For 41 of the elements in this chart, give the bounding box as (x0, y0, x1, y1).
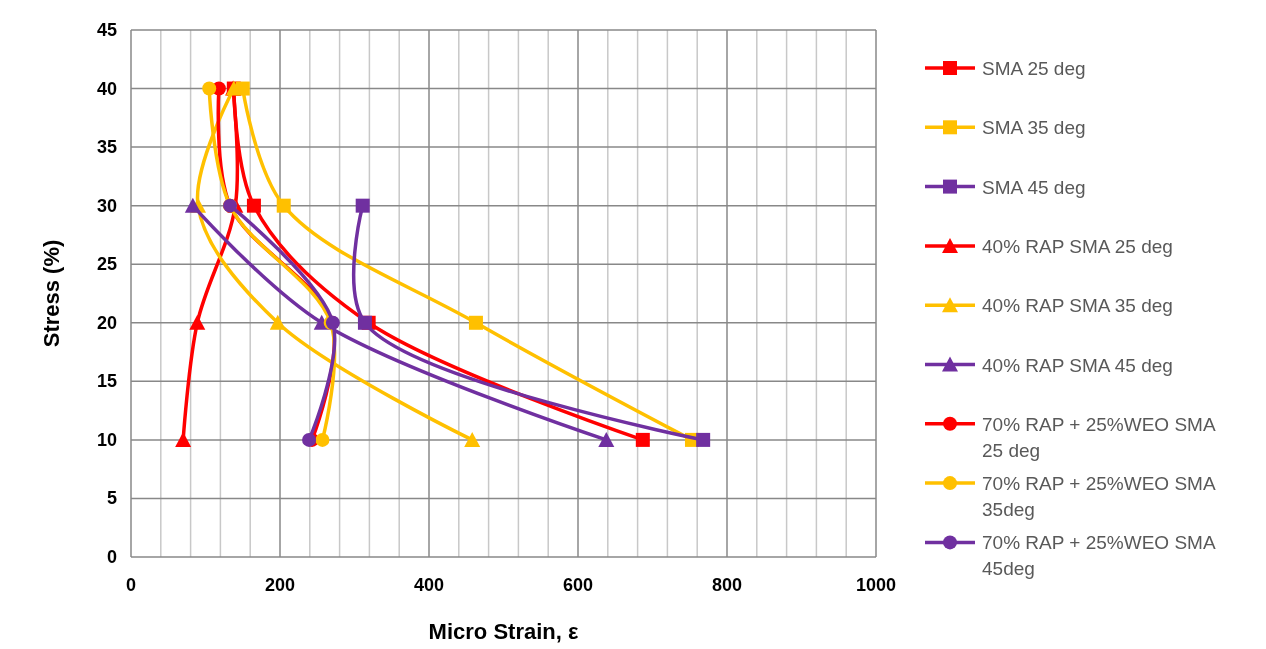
point (464, 431, 481, 447)
x-tick-label: 1000 (855, 575, 897, 595)
point (355, 198, 370, 213)
x-tick-label: 600 (562, 575, 594, 595)
y-tick-label: 5 (106, 488, 117, 509)
point (202, 81, 217, 96)
legend-label: 70% RAP + 25%WEO SMA 45deg (982, 532, 1216, 580)
y-axis-title: Stress (%) (39, 239, 64, 348)
y-tick-label: 35 (96, 137, 117, 158)
legend-label: SMA 25 deg (982, 58, 1086, 79)
legend-label: 40% RAP SMA 25 deg (982, 235, 1173, 257)
y-tick-label: 10 (96, 429, 117, 450)
point (315, 432, 330, 447)
point (269, 314, 286, 330)
legend-label: SMA 35 deg (982, 117, 1086, 139)
x-tick-label: 800 (711, 575, 743, 595)
point (276, 198, 291, 213)
y-tick-label: 15 (96, 371, 117, 392)
point (598, 431, 615, 447)
point (357, 315, 372, 330)
x-axis-title: Micro Strain, ε (428, 619, 579, 644)
legend-label: 40% RAP SMA 45 deg (982, 354, 1173, 376)
point (184, 197, 201, 213)
legend-label: SMA 45 deg (982, 176, 1086, 198)
point (468, 315, 483, 330)
y-tick-label: 25 (96, 254, 117, 275)
legend-label: 40% RAP SMA 35 deg (982, 295, 1173, 317)
point (246, 198, 261, 213)
x-tick-label: 0 (125, 575, 137, 595)
y-tick-label: 30 (96, 195, 117, 216)
legend-label: 70% RAP + 25%WEO SMA 35deg (982, 473, 1216, 521)
x-tick-label: 200 (264, 575, 296, 595)
point (696, 432, 711, 447)
y-tick-label: 40 (96, 78, 117, 99)
legend-label: 70% RAP + 25%WEO SMA 25 deg (982, 413, 1216, 461)
y-tick-label: 45 (96, 20, 117, 40)
y-tick-label: 0 (106, 547, 117, 567)
point (189, 314, 206, 330)
y-tick-label: 20 (96, 312, 117, 333)
point (635, 432, 650, 447)
x-tick-label: 400 (413, 575, 445, 595)
